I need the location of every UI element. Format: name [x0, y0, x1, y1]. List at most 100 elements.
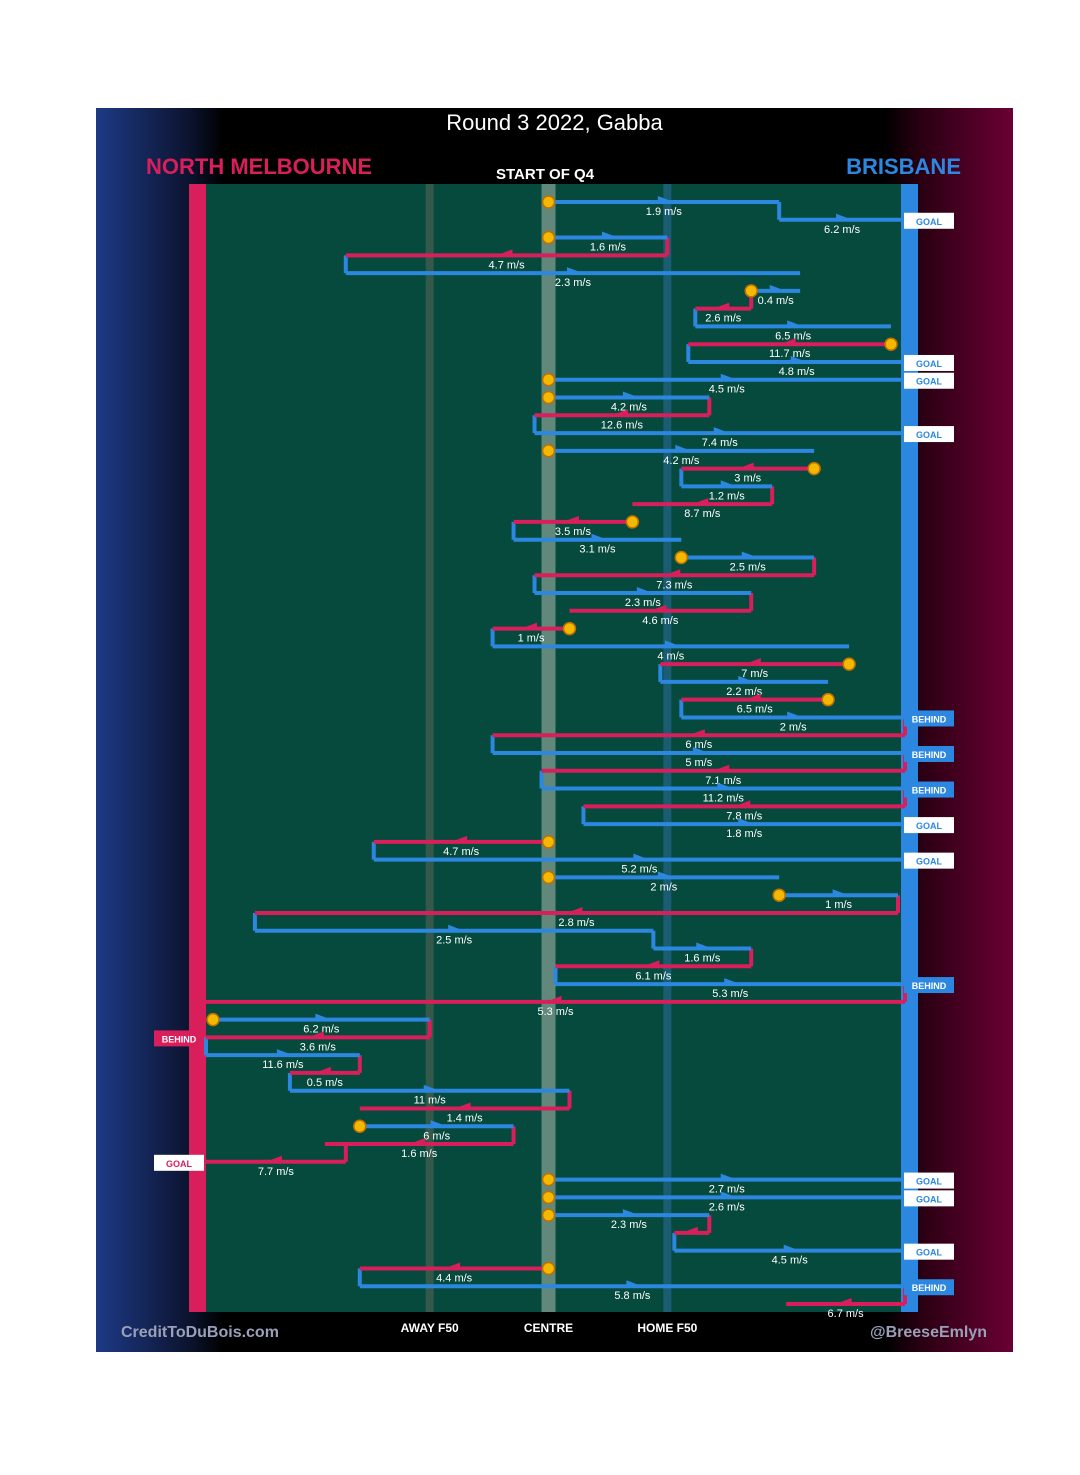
speed-label: 4 m/s: [657, 650, 684, 662]
chain-arrow: [741, 551, 758, 560]
stoppage-marker: [541, 390, 556, 405]
stoppage-marker: [562, 621, 577, 636]
chain-arrow: [650, 604, 667, 613]
stoppage-marker: [625, 515, 640, 529]
flow-chart: AWAY F50 CENTRE HOME F50 1.9 m/s 6.2 m/s GOAL…: [154, 184, 954, 1335]
speed-label: 2.6 m/s: [709, 1201, 746, 1213]
speed-label: 1.6 m/s: [684, 953, 721, 965]
speed-label: 1.6 m/s: [401, 1148, 438, 1160]
speed-label: 6.5 m/s: [737, 704, 774, 716]
speed-label: 0.5 m/s: [307, 1077, 344, 1089]
result-badge: [154, 1030, 204, 1047]
speed-label: 6.7 m/s: [828, 1308, 865, 1320]
speed-label: 7.7 m/s: [258, 1166, 295, 1178]
chain-arrow: [783, 1244, 800, 1253]
chain-arrow: [681, 1226, 698, 1235]
speed-label: 6 m/s: [685, 739, 712, 751]
chain-arrow: [276, 1049, 293, 1058]
chain-arrow: [448, 924, 465, 933]
result-badge: [904, 1243, 954, 1260]
stoppage-marker: [541, 195, 556, 209]
speed-label: 6.5 m/s: [775, 330, 812, 342]
stoppage-marker: [842, 657, 856, 671]
chain-arrow: [633, 853, 650, 862]
chain-arrow: [713, 302, 730, 311]
stoppage-marker: [674, 550, 689, 565]
speed-label: 2 m/s: [650, 881, 677, 893]
stoppage-marker: [744, 284, 758, 298]
result-label: GOAL: [916, 1194, 943, 1204]
chain-arrow: [787, 320, 804, 329]
chain-arrow: [779, 338, 796, 347]
chain-arrow: [314, 1066, 331, 1075]
chain-arrow: [738, 675, 755, 684]
speed-label: 1.2 m/s: [709, 490, 746, 502]
speed-label: 11.6 m/s: [262, 1059, 304, 1071]
axis-tick-label: HOME F50: [637, 1321, 697, 1335]
result-label: GOAL: [916, 377, 943, 387]
chain-arrow: [688, 729, 705, 738]
chain-arrow: [622, 1209, 639, 1218]
stoppage-marker: [206, 1012, 220, 1027]
speed-label: 11.2 m/s: [703, 793, 745, 805]
result-badge: [904, 354, 954, 371]
speed-label: 5.3 m/s: [537, 1006, 574, 1018]
chain-arrow: [720, 1173, 737, 1182]
chain-arrow: [744, 693, 761, 702]
stoppage-marker: [541, 372, 556, 387]
team-label-north: NORTH MELBOURNE: [146, 154, 373, 179]
chain-arrow: [737, 462, 754, 471]
chain-arrow: [738, 818, 755, 827]
speed-label: 8.7 m/s: [684, 508, 721, 520]
chain-arrow: [521, 622, 538, 631]
chain-arrow: [720, 1191, 737, 1200]
chain-arrow: [713, 764, 730, 773]
stoppage-marker: [884, 337, 898, 351]
result-badge: [904, 426, 954, 443]
speed-label: 4.7 m/s: [489, 259, 526, 271]
speed-label: 2.3 m/s: [625, 597, 662, 609]
chain-arrow: [734, 800, 751, 809]
credit-right: @BreeseEmlyn: [870, 1324, 987, 1341]
result-badge: [904, 710, 954, 727]
speed-label: 4.5 m/s: [709, 384, 746, 396]
result-badge: [904, 372, 954, 389]
chain-arrow: [454, 1102, 471, 1111]
speed-label: 3.6 m/s: [300, 1041, 337, 1053]
result-label: BEHIND: [912, 786, 947, 796]
chain-arrow: [790, 355, 807, 364]
stoppage-marker: [541, 1190, 556, 1205]
stoppage-marker: [541, 835, 556, 849]
team-label-brisbane: BRISBANE: [846, 154, 961, 179]
stoppage-marker: [541, 870, 556, 885]
speed-label: 1.8 m/s: [726, 828, 763, 840]
result-badge: [904, 977, 954, 994]
result-badge: [904, 781, 954, 798]
stoppage-marker: [541, 230, 556, 245]
guide-line: [541, 184, 556, 1312]
stoppage-marker: [541, 444, 556, 458]
speed-label: 5.2 m/s: [621, 864, 658, 876]
speed-label: 6.2 m/s: [824, 224, 861, 236]
chain-arrow: [444, 1262, 461, 1271]
chain-arrow: [562, 515, 579, 524]
result-label: BEHIND: [912, 714, 947, 724]
chain-arrow: [720, 373, 737, 382]
result-badge: [904, 1279, 954, 1296]
result-label: GOAL: [916, 1248, 943, 1258]
quarter-start-label: START OF Q4: [496, 166, 595, 183]
speed-label: 2.7 m/s: [709, 1184, 746, 1196]
chain-arrow: [622, 391, 639, 400]
chain-arrow: [315, 1013, 332, 1022]
chart-title: Round 3 2022, Gabba: [446, 110, 663, 135]
result-label: GOAL: [166, 1159, 193, 1169]
speed-label: 11.7 m/s: [769, 348, 811, 360]
chain-arrow: [636, 587, 653, 596]
result-label: GOAL: [916, 359, 943, 369]
stoppage-marker: [772, 888, 786, 902]
speed-label: 1.9 m/s: [646, 206, 683, 218]
result-label: BEHIND: [912, 1283, 947, 1293]
stoppage-marker: [541, 1261, 556, 1276]
speed-label: 7 m/s: [741, 668, 768, 680]
chain-arrow: [835, 1298, 852, 1306]
